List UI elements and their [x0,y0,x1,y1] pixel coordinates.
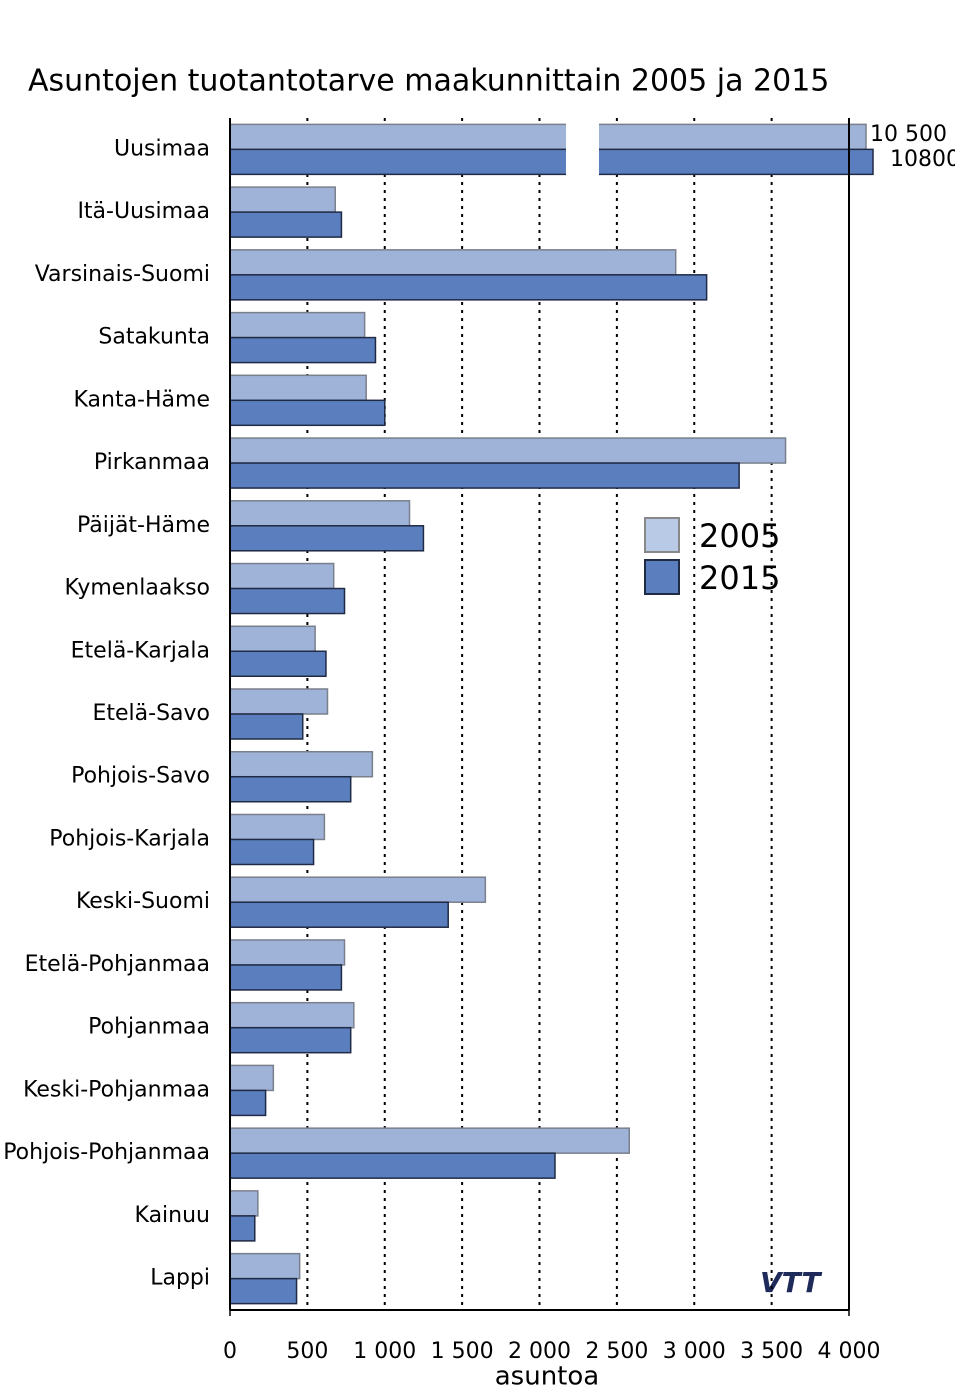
bar [229,1252,301,1280]
value-label: 10 500 [870,122,947,147]
y-tick-label: Pirkanmaa [94,450,210,475]
bar [229,587,346,615]
bar [229,964,343,991]
y-tick-label: Etelä-Pohjanmaa [25,952,210,977]
y-tick-label: Etelä-Karjala [71,638,210,663]
y-tick-label: Uusimaa [114,136,210,161]
x-tick-label: 2 000 [508,1339,571,1364]
bar [229,713,304,740]
axis-break [566,122,599,152]
y-tick-label: Pohjois-Savo [71,764,210,789]
y-tick-label: Pohjanmaa [88,1015,210,1040]
bar [229,374,367,402]
legend-label: 2005 [699,517,780,555]
x-tick-label: 3 500 [740,1339,803,1364]
bar [229,838,315,866]
bar [229,525,425,552]
y-tick-label: Kymenlaakso [65,576,211,601]
bar [229,775,352,803]
x-tick-label: 1 000 [353,1339,416,1364]
x-tick-label: 0 [223,1339,237,1364]
bar [229,688,329,715]
axis-break [566,147,599,177]
legend-swatch [644,559,680,595]
y-tick-label: Keski-Pohjanmaa [23,1077,210,1102]
x-tick-label: 3 000 [663,1339,726,1364]
bar [229,249,677,276]
bar [229,750,374,778]
y-tick-label: Varsinais-Suomi [35,262,210,287]
x-tick-label: 500 [286,1339,328,1364]
bar [229,336,377,364]
bar [229,625,316,653]
bar [229,901,449,928]
y-tick-label: Lappi [150,1266,210,1291]
bar [229,562,335,590]
x-axis-label: asuntoa [495,1362,599,1392]
y-tick-label: Satakunta [98,325,210,350]
chart-title: Asuntojen tuotantotarve maakunnittain 20… [28,64,829,99]
x-tick-label: 2 500 [585,1339,648,1364]
y-tick-label: Itä-Uusimaa [77,199,210,224]
bar [229,813,326,841]
bar [229,311,366,339]
bar [229,1127,631,1154]
bar [229,939,346,966]
bar [229,123,867,151]
bar [229,399,386,427]
bar [229,274,708,301]
bar [229,211,343,238]
bar [229,1277,298,1305]
bar [229,437,787,464]
bar [229,876,487,903]
bar [229,462,740,489]
x-tick-label: 4 000 [818,1339,881,1364]
bar [229,1190,259,1217]
logo: VTT [760,1266,822,1299]
y-tick-label: Pohjois-Karjala [49,826,210,851]
y-tick-label: Etelä-Savo [92,701,210,726]
y-tick-label: Päijät-Häme [77,513,210,538]
bar [229,500,411,527]
bar [229,650,327,678]
value-label: 10800 [890,147,955,172]
bar [229,1064,275,1092]
bar [229,1001,355,1029]
legend-label: 2015 [699,559,780,597]
y-tick-label: Kanta-Häme [73,387,210,412]
y-tick-label: Keski-Suomi [76,889,210,914]
bar [229,1089,267,1117]
bar [229,148,874,176]
bar [229,186,336,213]
bar [229,1215,256,1242]
x-tick-label: 1 500 [431,1339,494,1364]
y-tick-label: Kainuu [135,1203,210,1228]
bar [229,1152,556,1179]
y-tick-label: Pohjois-Pohjanmaa [3,1140,210,1165]
bar [229,1026,352,1054]
legend-swatch [644,517,680,553]
